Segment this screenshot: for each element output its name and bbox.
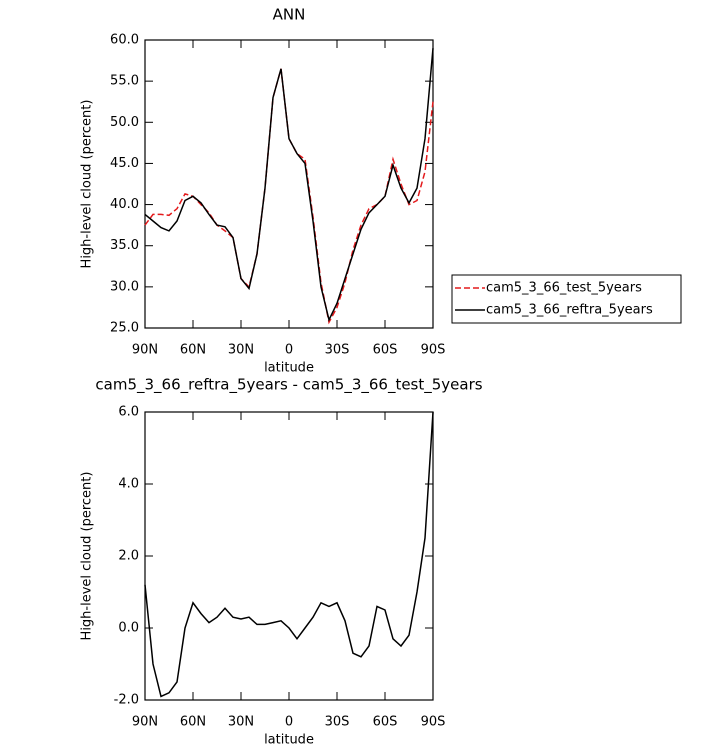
x-tick-label: 30S bbox=[325, 715, 350, 730]
y-tick-label: 4.0 bbox=[118, 477, 139, 492]
legend-box bbox=[451, 274, 682, 324]
legend-label: cam5_3_66_test_5years bbox=[486, 281, 642, 296]
y-tick-label: 30.0 bbox=[110, 279, 139, 294]
y-tick-label: 2.0 bbox=[118, 549, 139, 564]
y-axis-label: High-level cloud (percent) bbox=[80, 472, 95, 641]
y-tick-label: 50.0 bbox=[110, 115, 139, 130]
x-tick-label: 90N bbox=[132, 343, 158, 358]
plot-frame bbox=[144, 39, 434, 329]
x-axis-label: latitude bbox=[264, 361, 314, 376]
x-tick-label: 0 bbox=[285, 715, 293, 730]
y-tick-label: 45.0 bbox=[110, 156, 139, 171]
x-tick-label: 60N bbox=[180, 343, 206, 358]
plot-frame bbox=[144, 411, 434, 701]
x-tick-label: 30N bbox=[228, 715, 254, 730]
y-tick-label: 55.0 bbox=[110, 74, 139, 89]
y-tick-label: 60.0 bbox=[110, 33, 139, 48]
y-tick-label: 6.0 bbox=[118, 405, 139, 420]
x-tick-label: 90N bbox=[132, 715, 158, 730]
y-tick-label: 35.0 bbox=[110, 238, 139, 253]
x-tick-label: 60S bbox=[373, 343, 398, 358]
x-tick-label: 30S bbox=[325, 343, 350, 358]
x-tick-label: 0 bbox=[285, 343, 293, 358]
series-line bbox=[144, 68, 434, 325]
y-tick-label: 0.0 bbox=[118, 621, 139, 636]
chart-title: ANN bbox=[273, 6, 306, 24]
y-axis-label: High-level cloud (percent) bbox=[80, 100, 95, 269]
x-tick-label: 60N bbox=[180, 715, 206, 730]
x-axis-label: latitude bbox=[264, 733, 314, 748]
x-tick-label: 90S bbox=[421, 343, 446, 358]
x-tick-label: 60S bbox=[373, 715, 398, 730]
chart-title: cam5_3_66_reftra_5years - cam5_3_66_test… bbox=[95, 376, 482, 395]
y-tick-label: -2.0 bbox=[114, 693, 139, 708]
x-tick-label: 30N bbox=[228, 343, 254, 358]
legend-label: cam5_3_66_reftra_5years bbox=[486, 303, 653, 318]
series-line bbox=[144, 411, 434, 698]
y-tick-label: 40.0 bbox=[110, 197, 139, 212]
x-tick-label: 90S bbox=[421, 715, 446, 730]
series-line bbox=[144, 48, 434, 323]
y-tick-label: 25.0 bbox=[110, 321, 139, 336]
